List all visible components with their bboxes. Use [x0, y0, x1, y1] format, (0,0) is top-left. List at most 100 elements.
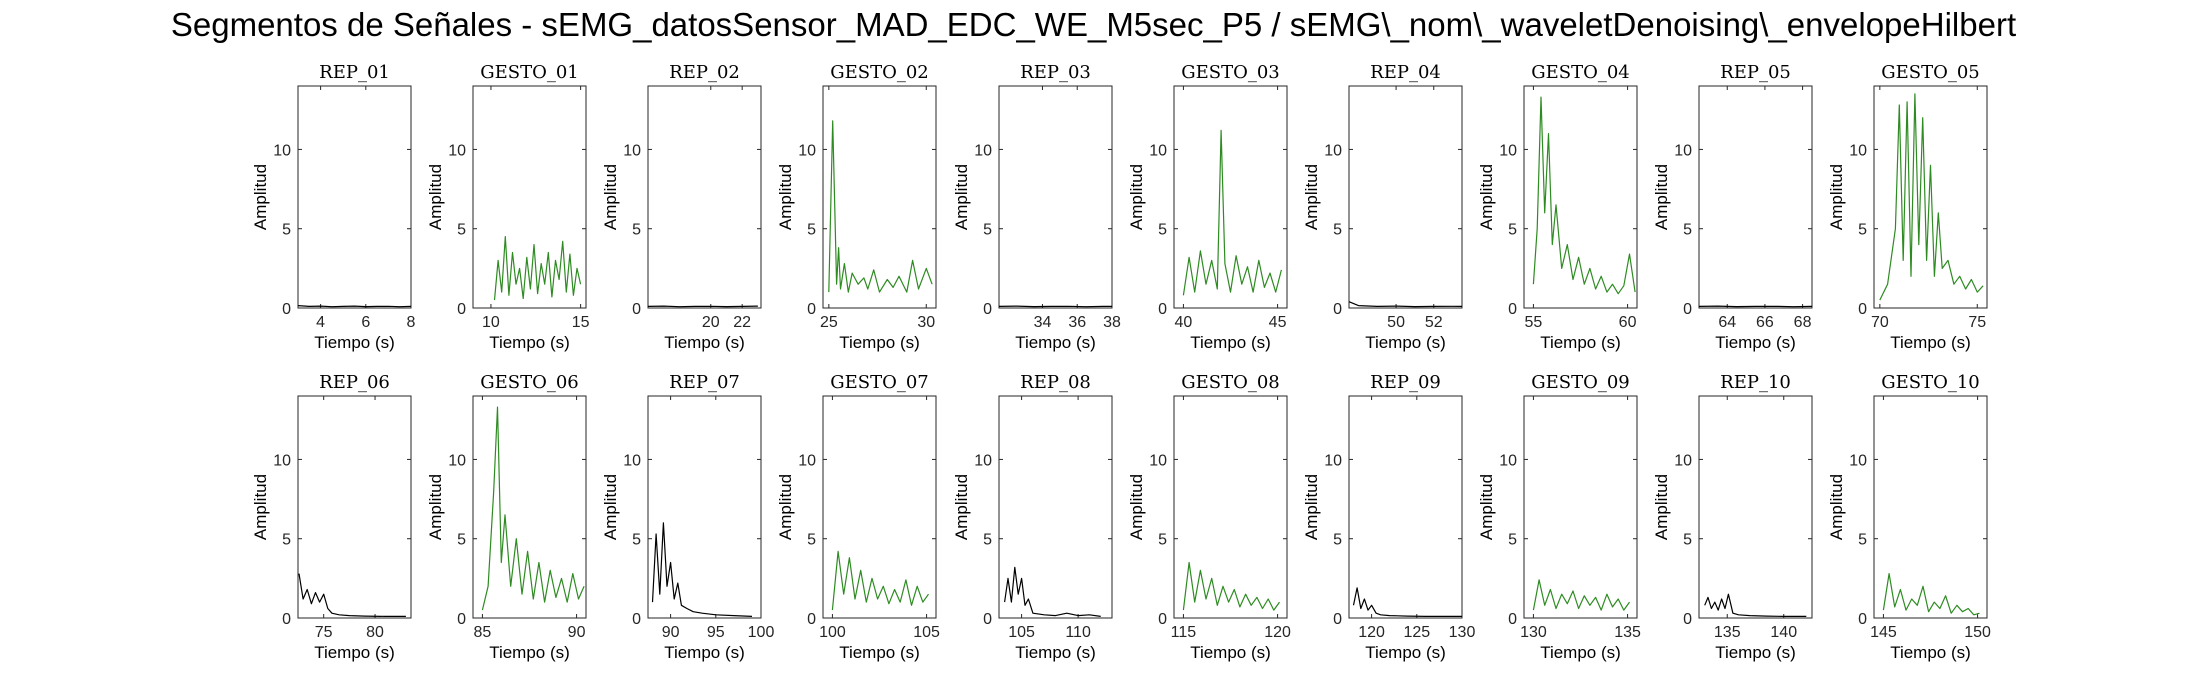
axes-box [1348, 395, 1463, 619]
subplot-title: REP_05 [1720, 62, 1791, 83]
subplot-title: REP_10 [1720, 372, 1791, 393]
subplot-title: REP_08 [1020, 372, 1091, 393]
y-tick-label: 0 [983, 301, 992, 318]
axes-box [297, 85, 412, 309]
x-tick-label: 110 [1065, 624, 1091, 641]
x-tick-label: 105 [913, 624, 940, 641]
subplot-gesto-06: GESTO_06 0 5 10 85 90 Tiempo (s) Amplitud [426, 372, 587, 662]
y-tick-label: 10 [273, 142, 291, 159]
y-tick-label: 10 [623, 142, 641, 159]
axes-box [297, 395, 412, 619]
x-tick-label: 95 [707, 624, 725, 641]
x-tick-label: 100 [819, 624, 846, 641]
y-tick-label: 10 [273, 452, 291, 469]
subplot-gesto-04: GESTO_04 0 5 10 55 60 Tiempo (s) Amplitud [1477, 62, 1638, 352]
x-tick-label: 38 [1103, 314, 1121, 331]
x-tick-label: 30 [917, 314, 935, 331]
y-axis-label: Amplitud [1477, 164, 1496, 230]
y-tick-label: 10 [448, 452, 466, 469]
y-tick-label: 10 [1674, 142, 1692, 159]
subplot-rep-04: REP_04 0 5 10 50 52 Tiempo (s) Amplitud [1302, 62, 1463, 352]
x-axis-label: Tiempo (s) [1365, 643, 1446, 662]
x-tick-label: 64 [1718, 314, 1736, 331]
y-tick-label: 5 [282, 222, 291, 239]
x-axis-label: Tiempo (s) [664, 643, 745, 662]
y-tick-label: 5 [1683, 532, 1692, 549]
y-axis-label: Amplitud [952, 474, 971, 540]
series-line [298, 573, 406, 618]
y-tick-label: 0 [1333, 611, 1342, 628]
x-axis-label: Tiempo (s) [314, 333, 395, 352]
subplot-title: GESTO_08 [1181, 372, 1280, 393]
x-tick-label: 120 [1358, 624, 1385, 641]
axes-box [1348, 85, 1463, 309]
y-axis-label: Amplitud [1127, 164, 1146, 230]
y-tick-label: 10 [1149, 142, 1167, 159]
series-line [481, 406, 585, 611]
subplot-title: REP_01 [319, 62, 390, 83]
subplot-title: REP_07 [669, 372, 740, 393]
x-tick-label: 90 [568, 624, 586, 641]
y-axis-label: Amplitud [1652, 474, 1671, 540]
x-axis-label: Tiempo (s) [1890, 643, 1971, 662]
y-tick-label: 5 [1333, 532, 1342, 549]
subplot-gesto-09: GESTO_09 0 5 10 130 135 Tiempo (s) Amplitud [1477, 372, 1641, 662]
y-axis-label: Amplitud [251, 474, 270, 540]
subplot-rep-08: REP_08 0 5 10 105 110 Tiempo (s) Amplitud [952, 372, 1113, 662]
x-tick-label: 145 [1870, 624, 1897, 641]
y-axis-label: Amplitud [426, 474, 445, 540]
y-tick-label: 0 [1158, 611, 1167, 628]
subplot-title: GESTO_04 [1531, 62, 1630, 83]
y-tick-label: 10 [1849, 452, 1867, 469]
subplot-rep-06: REP_06 0 5 10 75 80 Tiempo (s) Amplitud [251, 372, 412, 662]
y-tick-label: 0 [632, 611, 641, 628]
axes-box [472, 85, 587, 309]
x-tick-label: 40 [1175, 314, 1193, 331]
subplot-gesto-05: GESTO_05 0 5 10 70 75 Tiempo (s) Amplitud [1827, 62, 1988, 352]
x-tick-label: 20 [702, 314, 720, 331]
x-tick-label: 125 [1403, 624, 1430, 641]
y-tick-label: 0 [457, 301, 466, 318]
x-tick-label: 4 [316, 314, 325, 331]
y-tick-label: 5 [1508, 222, 1517, 239]
x-tick-label: 105 [1008, 624, 1035, 641]
y-axis-label: Amplitud [1652, 164, 1671, 230]
subplot-title: GESTO_09 [1531, 372, 1630, 393]
x-axis-label: Tiempo (s) [1190, 643, 1271, 662]
subplot-gesto-03: GESTO_03 0 5 10 40 45 Tiempo (s) Amplitud [1127, 62, 1288, 352]
subplot-title: REP_09 [1370, 372, 1441, 393]
x-tick-label: 60 [1619, 314, 1637, 331]
x-tick-label: 115 [1171, 624, 1197, 641]
axes-box [1523, 85, 1638, 309]
x-tick-label: 22 [733, 314, 751, 331]
y-tick-label: 5 [632, 532, 641, 549]
y-tick-label: 10 [448, 142, 466, 159]
x-tick-label: 25 [820, 314, 838, 331]
y-tick-label: 10 [974, 142, 992, 159]
x-axis-label: Tiempo (s) [664, 333, 745, 352]
y-tick-label: 5 [1158, 222, 1167, 239]
subplot-rep-02: REP_02 0 5 10 20 22 Tiempo (s) Amplitud [601, 62, 762, 352]
y-tick-label: 0 [1333, 301, 1342, 318]
y-tick-label: 0 [1683, 611, 1692, 628]
series-line [1004, 566, 1101, 617]
axes-box [1523, 395, 1638, 619]
axes-box [822, 85, 937, 309]
y-axis-label: Amplitud [251, 164, 270, 230]
figure-title: Segmentos de Señales - sEMG_datosSensor_… [170, 6, 2017, 43]
series-line [1348, 301, 1463, 308]
x-tick-label: 15 [572, 314, 590, 331]
y-axis-label: Amplitud [776, 474, 795, 540]
x-tick-label: 55 [1525, 314, 1543, 331]
axes-box [647, 85, 762, 309]
y-tick-label: 5 [1858, 222, 1867, 239]
subplot-title: GESTO_06 [480, 372, 579, 393]
series-line [1182, 561, 1280, 611]
subplot-rep-01: REP_01 0 5 10 4 6 8 Tiempo (s) Amplitud [251, 62, 416, 352]
x-tick-label: 70 [1871, 314, 1889, 331]
y-tick-label: 5 [1683, 222, 1692, 239]
y-tick-label: 10 [798, 142, 816, 159]
y-tick-label: 10 [1324, 452, 1342, 469]
